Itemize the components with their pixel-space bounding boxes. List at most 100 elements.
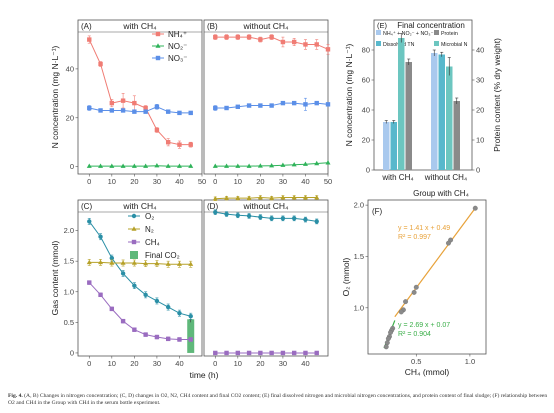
legend-label: NO₃⁻: [168, 54, 187, 63]
data-point: [154, 127, 160, 133]
x-tick-label: 10: [108, 359, 116, 368]
data-point: [325, 160, 331, 165]
x-tick-label: 30: [153, 359, 161, 368]
data-point: [235, 195, 241, 200]
data-point: [165, 163, 171, 168]
data-point: [154, 298, 160, 304]
data-point: [303, 42, 308, 47]
data-point: [246, 350, 252, 356]
y-tick-label: 1.5: [64, 257, 74, 266]
data-point: [291, 39, 297, 45]
data-point: [109, 260, 115, 265]
data-point: [269, 350, 274, 356]
y-tick-label: 2.0: [64, 226, 74, 235]
legend-swatch: [376, 41, 381, 46]
series-line: [215, 197, 317, 200]
legend-marker: [131, 239, 137, 245]
panel-title: Group with CH₄: [413, 189, 469, 198]
x-tick-label: 10: [234, 177, 242, 186]
series-line: [88, 39, 191, 146]
data-point: [280, 194, 286, 200]
scatter-point: [383, 344, 389, 350]
x-tick-label: 40: [175, 359, 183, 368]
data-point: [143, 260, 149, 266]
data-point: [120, 271, 126, 276]
y-axis-label-c: Gas content (mmol): [50, 241, 60, 316]
data-point: [212, 196, 218, 201]
series-no3: [87, 104, 193, 116]
fit-r2: R² = 0.997: [398, 234, 431, 241]
scatter-point: [398, 309, 404, 315]
x-tick-label: 0: [213, 359, 217, 368]
scatter-point: [385, 336, 391, 342]
data-point: [98, 61, 103, 67]
panel-label: (C): [81, 202, 92, 211]
data-point: [235, 213, 241, 218]
data-point: [165, 261, 171, 266]
legend-marker: [155, 55, 161, 61]
bar: [405, 62, 412, 170]
fit-line: [394, 207, 476, 318]
fit-equation: y = 1.41 x + 0.49: [398, 225, 450, 232]
x-tick-label: 40: [301, 359, 309, 368]
data-point: [303, 102, 308, 107]
data-point: [120, 260, 126, 265]
data-point: [165, 336, 171, 342]
data-point: [177, 310, 182, 316]
data-point: [109, 306, 115, 312]
fit-r2: R² = 0.904: [398, 331, 431, 338]
data-point: [120, 163, 126, 168]
y2-tick-label: 20: [476, 106, 484, 115]
plot-frame: [77, 199, 203, 357]
data-point: [87, 219, 92, 224]
y-axis-label-e: N concentration (mg N·L⁻¹): [344, 43, 354, 146]
y-tick-label: 0.5: [64, 318, 74, 327]
data-point: [257, 163, 263, 168]
y-tick-label: 1.0: [354, 303, 364, 312]
data-point: [177, 142, 182, 147]
data-point: [154, 334, 160, 340]
data-point: [302, 161, 308, 166]
legend-label: NH₄⁺: [168, 30, 187, 39]
y-tick-label: 40: [362, 106, 370, 115]
data-point: [269, 103, 274, 108]
panel-f: 0.5 1.0 1.0 1.5 2.0 Group with CH₄ (F) y = 1.41…: [341, 189, 487, 377]
series-no3: [213, 97, 331, 111]
x-tick-label: 0: [87, 177, 91, 186]
scatter-point: [472, 205, 478, 211]
plot-frame: [203, 199, 329, 357]
data-point: [213, 210, 218, 215]
data-point: [224, 34, 229, 40]
panel-label: (A): [81, 22, 92, 31]
data-point: [87, 280, 92, 285]
panel-title: with CH₄: [122, 201, 157, 211]
data-point: [98, 234, 103, 239]
data-point: [98, 108, 103, 113]
x-tick-label: 20: [130, 177, 138, 186]
data-point: [280, 216, 286, 221]
x-tick-label: 40: [301, 177, 309, 186]
y2-tick-label: 0: [476, 166, 480, 175]
data-point: [154, 104, 160, 109]
plot-frame: [373, 19, 473, 171]
category-label: with CH₄: [381, 173, 413, 182]
data-point: [87, 37, 92, 42]
y2-axis-label-e: Protein content (% dry weight): [492, 38, 502, 152]
caption-label: Fig. 4.: [8, 393, 23, 399]
bar-group: [431, 49, 460, 170]
y2-tick-label: 10: [476, 136, 484, 145]
legend-swatch: [434, 30, 439, 35]
data-point: [303, 350, 308, 356]
data-point: [143, 105, 148, 111]
data-point: [132, 109, 137, 114]
legend-label: O₂: [145, 212, 154, 221]
panel-a: 0 10 20 30 40 50 0 20 40 (A) with CH₄: [66, 19, 206, 186]
data-point: [280, 162, 286, 167]
series-no2: [212, 160, 331, 168]
plot-frame: [77, 19, 203, 175]
data-point: [280, 350, 286, 356]
legend-label: Protein: [441, 31, 458, 37]
data-point: [258, 37, 263, 42]
bar: [431, 53, 438, 170]
